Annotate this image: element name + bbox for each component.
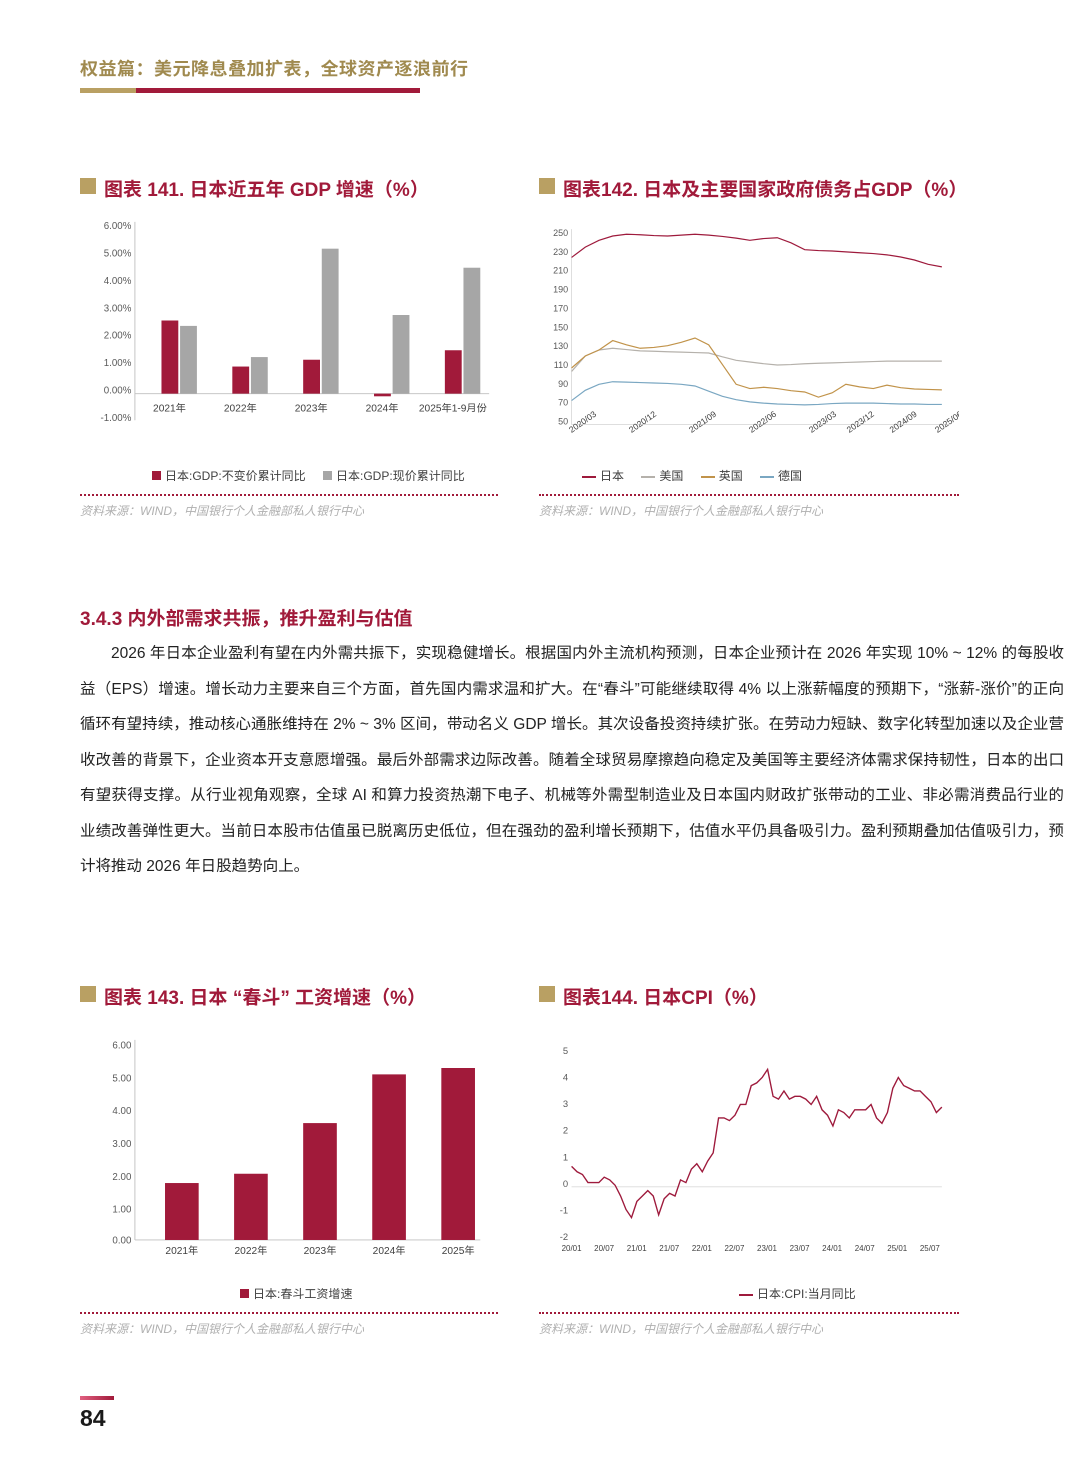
svg-text:21/07: 21/07 [659,1244,680,1253]
svg-text:0.00: 0.00 [112,1236,132,1247]
svg-text:2023/12: 2023/12 [845,409,876,435]
svg-text:24/07: 24/07 [855,1244,876,1253]
svg-text:-1.00%: -1.00% [101,413,132,424]
svg-text:4.00%: 4.00% [104,276,132,287]
svg-text:6.00: 6.00 [112,1041,132,1052]
svg-text:2022年: 2022年 [224,402,257,414]
svg-text:70: 70 [558,398,568,408]
svg-text:230: 230 [553,247,568,257]
svg-text:2024年: 2024年 [373,1245,406,1257]
svg-text:5: 5 [563,1045,568,1056]
svg-text:2020/12: 2020/12 [627,409,658,435]
svg-text:6.00%: 6.00% [104,221,132,232]
svg-text:2023年: 2023年 [304,1245,337,1257]
svg-text:190: 190 [553,285,568,295]
svg-text:250: 250 [553,228,568,238]
svg-text:-2: -2 [560,1231,568,1242]
svg-text:90: 90 [558,379,568,389]
svg-text:23/01: 23/01 [757,1244,778,1253]
svg-text:-1: -1 [560,1204,568,1215]
svg-text:5.00%: 5.00% [104,248,132,259]
svg-text:0: 0 [563,1178,568,1189]
svg-text:1.00%: 1.00% [104,358,132,369]
svg-text:110: 110 [554,360,568,370]
svg-text:20/01: 20/01 [562,1244,583,1253]
svg-text:22/07: 22/07 [724,1244,745,1253]
svg-text:25/01: 25/01 [887,1244,908,1253]
svg-text:23/07: 23/07 [790,1244,811,1253]
svg-text:21/01: 21/01 [627,1244,648,1253]
svg-text:210: 210 [553,266,568,276]
svg-text:2024年: 2024年 [366,402,399,414]
svg-text:170: 170 [553,303,568,313]
svg-text:2024/09: 2024/09 [888,409,919,435]
svg-text:0.00%: 0.00% [104,386,132,397]
svg-text:2022年: 2022年 [235,1245,268,1257]
svg-text:1: 1 [563,1151,568,1162]
svg-text:2.00%: 2.00% [104,331,132,342]
svg-text:22/01: 22/01 [692,1244,713,1253]
svg-text:2023/03: 2023/03 [807,409,838,435]
svg-text:130: 130 [553,341,568,351]
svg-text:3: 3 [563,1098,568,1109]
svg-text:5.00: 5.00 [112,1073,132,1084]
svg-text:25/07: 25/07 [920,1244,941,1253]
svg-text:3.00%: 3.00% [104,303,132,314]
svg-text:24/01: 24/01 [822,1244,843,1253]
svg-text:2025年1-9月份: 2025年1-9月份 [419,402,488,414]
svg-text:50: 50 [558,417,568,427]
svg-text:2: 2 [563,1125,568,1136]
svg-text:2022/06: 2022/06 [747,409,778,435]
svg-text:3.00: 3.00 [112,1139,132,1150]
svg-text:4: 4 [563,1072,568,1083]
svg-text:20/07: 20/07 [594,1244,615,1253]
svg-text:2021年: 2021年 [165,1245,198,1257]
svg-text:1.00: 1.00 [112,1205,132,1216]
svg-text:2023年: 2023年 [295,402,328,414]
svg-text:2021/09: 2021/09 [687,409,718,435]
svg-text:2021年: 2021年 [153,402,186,414]
svg-text:2.00: 2.00 [112,1172,132,1183]
svg-text:2025/06: 2025/06 [933,409,959,435]
svg-text:150: 150 [553,322,568,332]
svg-text:4.00: 4.00 [112,1106,132,1117]
svg-text:2025年: 2025年 [442,1245,475,1257]
